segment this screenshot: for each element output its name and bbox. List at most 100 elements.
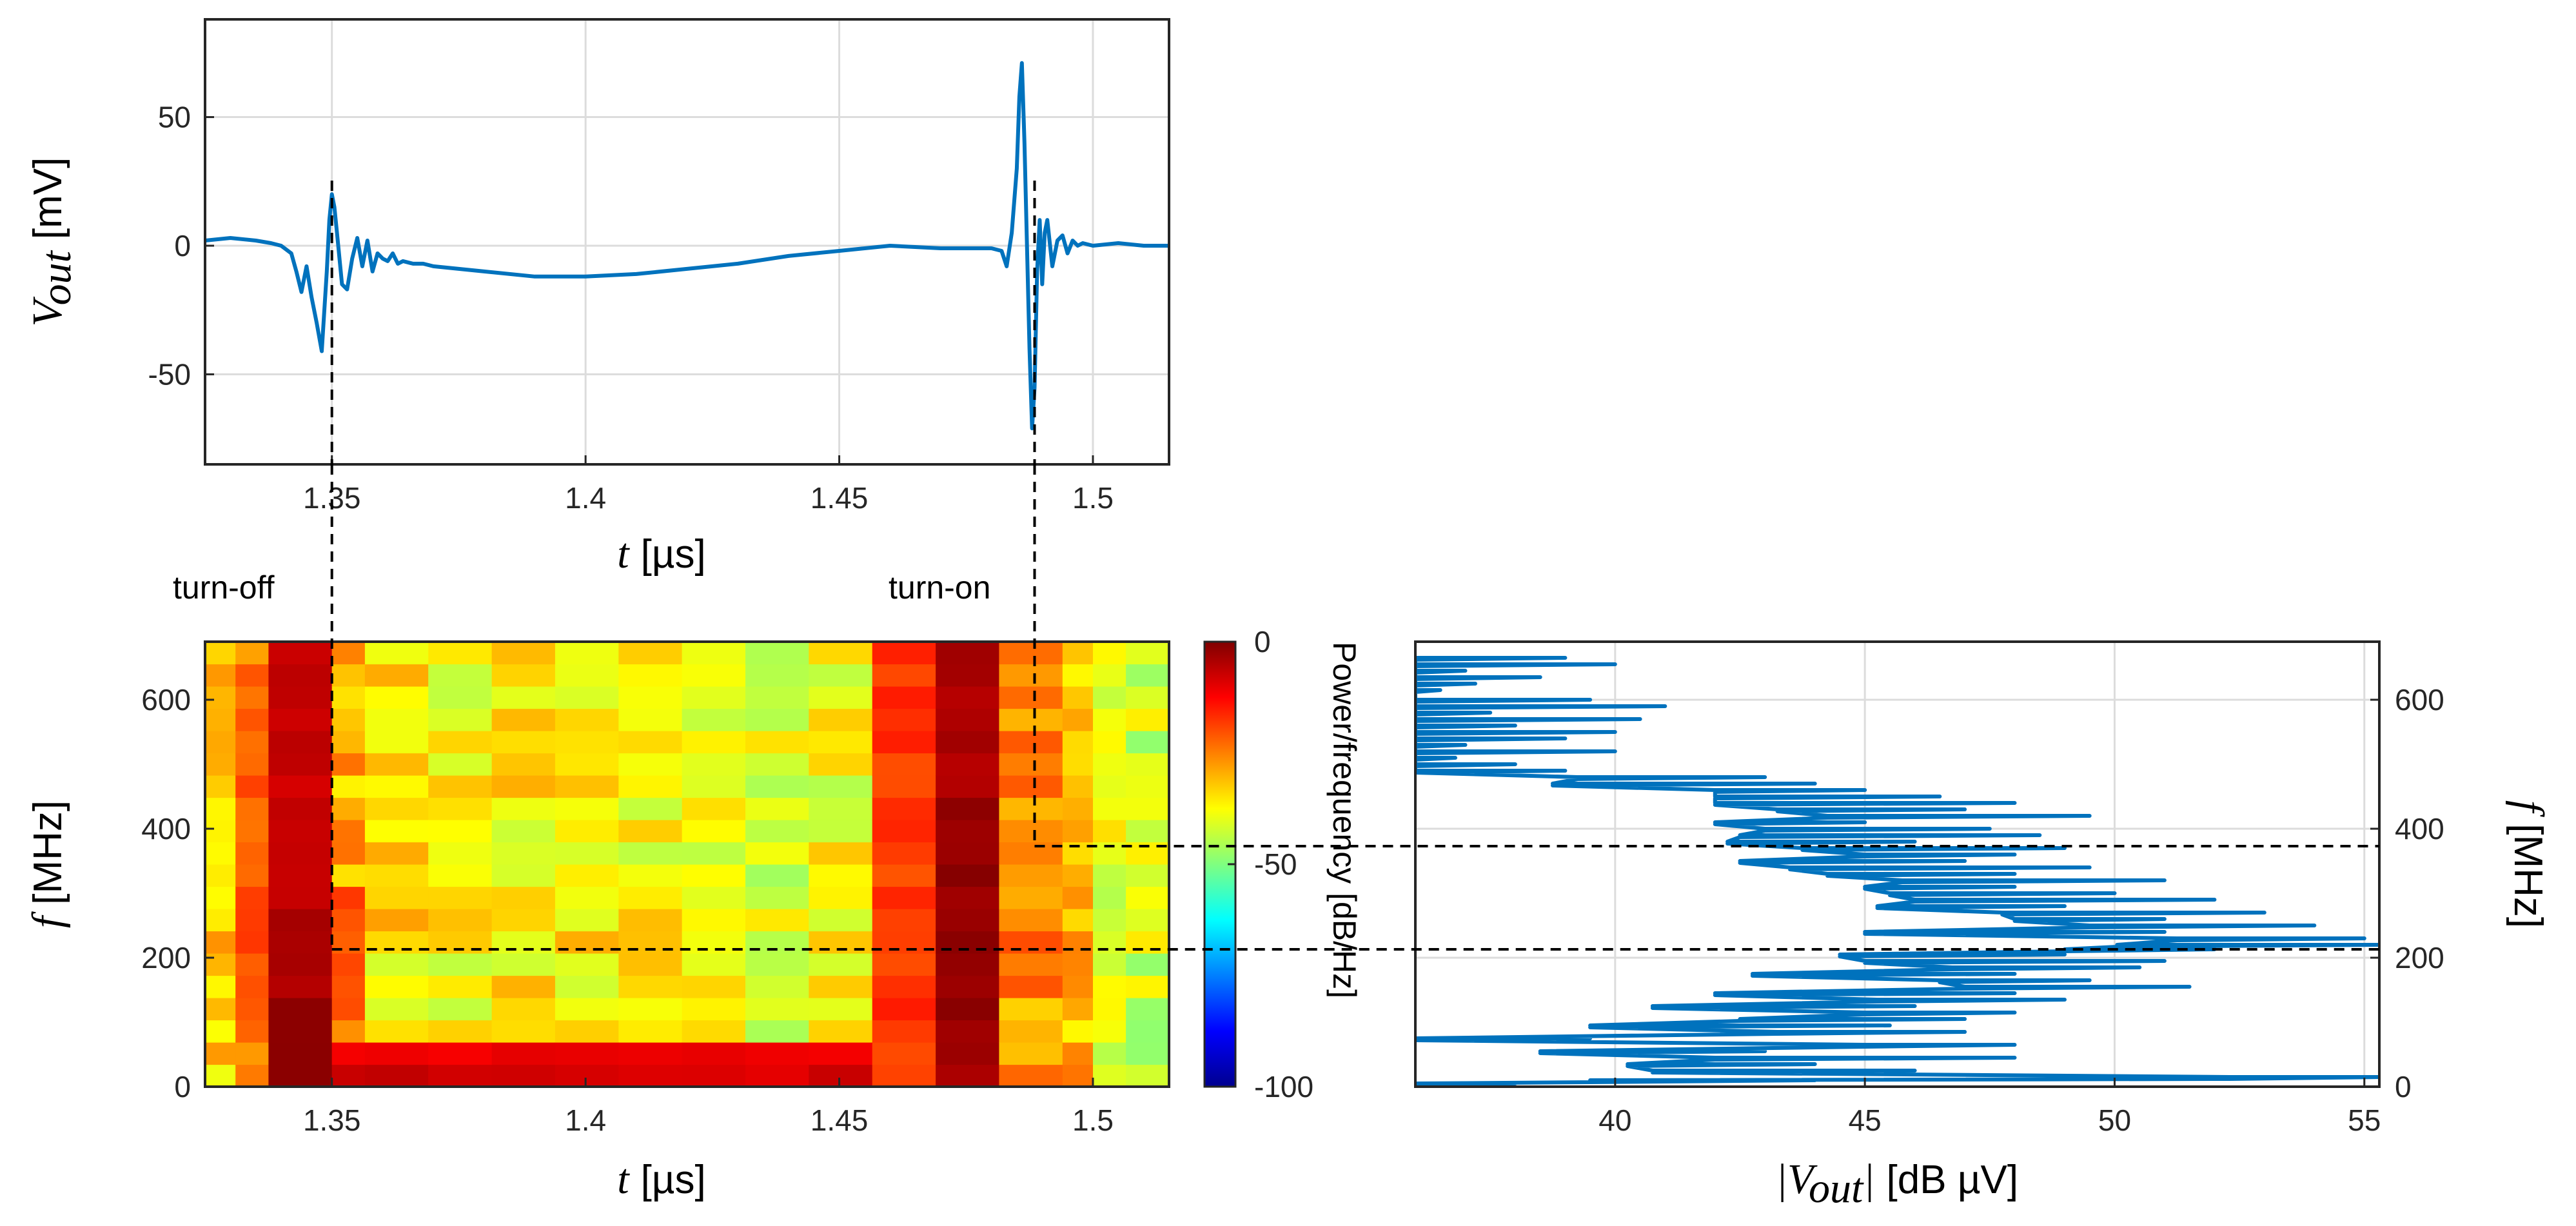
time-y-tick-label: 0 (174, 229, 191, 262)
spectrogram-cell (205, 1020, 236, 1043)
spectrogram-cell (1062, 708, 1094, 731)
spectrogram-cell (491, 886, 556, 909)
spectrogram-cell (999, 975, 1063, 998)
spectrogram-cell (428, 909, 493, 932)
colorbar-tick-label: 0 (1254, 625, 1271, 658)
spectrogram-cell (872, 1042, 936, 1065)
spectrogram-cell (364, 820, 429, 843)
spectrogram-cell (555, 1042, 619, 1065)
spectrogram-cell (809, 886, 873, 909)
spectrogram-cell (618, 909, 683, 932)
spectrogram-cell (205, 642, 236, 665)
spectrogram-cell (555, 1064, 619, 1087)
spectrogram-cells (205, 642, 1170, 1087)
spectrogram-cell (936, 664, 1000, 687)
spectrogram-cell (999, 642, 1063, 665)
spectrogram-cell (555, 909, 619, 932)
spectrogram-cell (205, 686, 236, 709)
spectrogram-cell (331, 1042, 366, 1065)
spectrogram-cell (331, 886, 366, 909)
spectrogram-cell (491, 975, 556, 998)
spectrogram-cell (1062, 998, 1094, 1021)
spectrum-line (1415, 656, 2379, 1087)
spectrogram-cell (491, 686, 556, 709)
spectrogram-cell (1093, 686, 1126, 709)
spectrogram-cell (1093, 731, 1126, 754)
spectrogram-cell (428, 797, 493, 820)
spectrogram-cell (428, 886, 493, 909)
spectrogram-cell (491, 664, 556, 687)
spectrogram-cell (745, 820, 809, 843)
spectrogram-cell (872, 775, 936, 798)
spectrogram-cell (1062, 642, 1094, 665)
spectrogram-cell (872, 664, 936, 687)
spectrogram-cell (205, 975, 236, 998)
spectrogram-cell (936, 975, 1000, 998)
spectrogram-cell (364, 1064, 429, 1087)
spectrogram-cell (999, 1020, 1063, 1043)
spectrogram-cell (235, 731, 269, 754)
spectrogram-cell (491, 842, 556, 865)
spectrogram-cell (999, 953, 1063, 976)
spectrogram-cell (205, 664, 236, 687)
spectrogram-cell (1093, 864, 1126, 887)
spectrogram-cell (491, 998, 556, 1021)
spectrogram-cell (331, 864, 366, 887)
spectrogram-cell (268, 864, 333, 887)
spectrogram-cell (809, 909, 873, 932)
spectrogram-cell (268, 731, 333, 754)
spectrogram-cell (682, 864, 746, 887)
spectrogram-cell (205, 731, 236, 754)
spectrogram-cell (235, 820, 269, 843)
spectrogram-cell (745, 842, 809, 865)
spectrogram-cell (1126, 931, 1170, 954)
spectrogram-cell (618, 797, 683, 820)
spectrogram-cell (428, 1064, 493, 1087)
spectrogram-cell (809, 1064, 873, 1087)
spectrum-y-tick-label: 600 (2395, 683, 2444, 717)
spectrogram-cell (555, 664, 619, 687)
spectrogram-cell (428, 864, 493, 887)
spectrogram-cell (745, 953, 809, 976)
time-y-tick-label: 50 (158, 101, 191, 134)
spectrum-x-tick-label: 40 (1598, 1103, 1631, 1137)
spectrogram-cell (1126, 731, 1170, 754)
spectrogram-cell (555, 886, 619, 909)
spectrogram-cell (745, 708, 809, 731)
spectrogram-cell (1126, 864, 1170, 887)
spectrogram-cell (872, 864, 936, 887)
spectrogram-cell (936, 864, 1000, 887)
spectrogram-cell (235, 953, 269, 976)
spectrogram-cell (268, 753, 333, 776)
spectrogram-cell (268, 953, 333, 976)
spectrogram-cell (268, 886, 333, 909)
spectrogram-cell (618, 842, 683, 865)
spectrogram-cell (682, 753, 746, 776)
spectrogram-cell (682, 1064, 746, 1087)
spectrogram-cell (809, 864, 873, 887)
spectrogram-cell (1093, 753, 1126, 776)
spectrogram-cell (235, 686, 269, 709)
time-x-tick-label: 1.5 (1072, 481, 1114, 515)
spectrogram-cell (331, 1020, 366, 1043)
spectrogram-cell (1062, 664, 1094, 687)
spectrogram-cell (364, 775, 429, 798)
spectrogram-cell (235, 753, 269, 776)
spectrogram-cell (428, 708, 493, 731)
spectrogram-cell (555, 1020, 619, 1043)
spectrogram-y-tick-label: 200 (141, 941, 191, 974)
spectrogram-cell (1093, 642, 1126, 665)
spectrum-y-axis-label: f[MHz] (2505, 800, 2552, 928)
spectrogram-cell (872, 686, 936, 709)
spectrogram-cell (682, 642, 746, 665)
spectrogram-cell (618, 975, 683, 998)
spectrogram-cell (1126, 1042, 1170, 1065)
spectrogram-cell (268, 797, 333, 820)
spectrogram-cell (1093, 886, 1126, 909)
spectrogram-cell (618, 731, 683, 754)
spectrogram-cell (682, 1020, 746, 1043)
spectrogram-cell (364, 686, 429, 709)
spectrogram-cell (491, 708, 556, 731)
spectrogram-cell (618, 1064, 683, 1087)
